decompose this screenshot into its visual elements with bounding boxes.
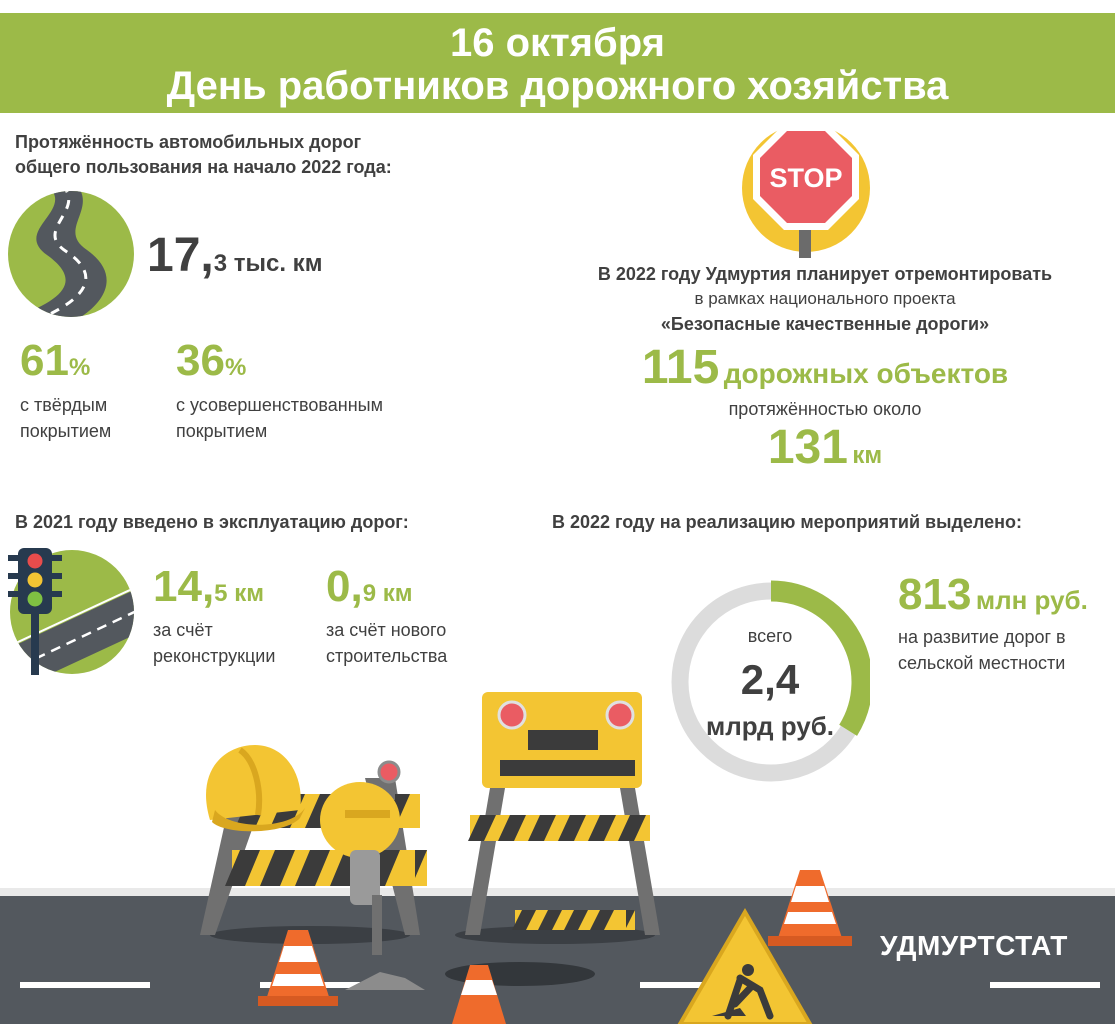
new-unit: 9 км (362, 580, 413, 607)
improved-pct-sign: % (224, 354, 247, 381)
traffic-cone-icon (452, 965, 506, 1024)
hard-surface-label: с твёрдым покрытием (20, 392, 111, 444)
recon-unit: 5 км (214, 580, 264, 607)
funding-total-unit: млрд руб. (706, 711, 834, 741)
rural-value: 813 млн руб. (898, 570, 1088, 620)
repair-line1: В 2022 году Удмуртия планирует отремонти… (597, 264, 1053, 284)
repair-length-number: 131 (767, 421, 848, 474)
roads-total: 17,3 тыс. км (147, 228, 322, 283)
repair-length: 131 км (560, 420, 1090, 475)
new-label: за счёт нового строительства (326, 617, 447, 669)
hard-pct-sign: % (68, 354, 91, 381)
repair-length-unit: км (852, 442, 883, 469)
recon-value: 14,5 км (153, 562, 264, 612)
hard-label-line1: с твёрдым (20, 395, 108, 415)
funding-donut (671, 580, 870, 782)
traffic-cone-icon (258, 930, 338, 1006)
stop-sign-icon: STOP (742, 124, 870, 258)
recon-label-line1: за счёт (153, 620, 213, 640)
roads-total-unit: 3 тыс. км (213, 250, 323, 277)
built2021-heading: В 2021 году введено в эксплуатацию дорог… (15, 512, 409, 532)
new-number: 0, (326, 562, 363, 611)
rural-number: 813 (898, 570, 972, 619)
recon-number: 14, (153, 562, 215, 611)
repair-line3: «Безопасные качественные дороги» (660, 314, 990, 334)
hard-surface-pct: 61% (20, 336, 90, 386)
header-title: День работников дорожного хозяйства (166, 64, 949, 108)
repair-line2: в рамках национального проекта (694, 289, 956, 308)
hard-pct-number: 61 (20, 336, 69, 385)
new-label-line1: за счёт нового (326, 620, 447, 640)
improved-label-line1: с усовершенствованным (176, 395, 383, 415)
header-date: 16 октября (450, 21, 665, 65)
funding-heading: В 2022 году на реализацию мероприятий вы… (552, 512, 1022, 532)
new-value: 0,9 км (326, 562, 412, 612)
new-label-line2: строительства (326, 646, 448, 666)
rural-label: на развитие дорог в сельской местности (898, 624, 1066, 676)
rural-label-line2: сельской местности (898, 653, 1066, 673)
hard-hat-icon (206, 745, 305, 832)
repair-objects: 115 дорожных объектов (560, 340, 1090, 395)
funding-total-caption: всего (747, 626, 793, 646)
improved-surface-label: с усовершенствованным покрытием (176, 392, 383, 444)
repair-objects-number: 115 (641, 341, 720, 394)
donut-rural-arc (770, 580, 870, 736)
recon-label: за счёт реконструкции (153, 617, 275, 669)
repair-length-label: протяжённостью около (728, 399, 922, 419)
improved-surface-pct: 36% (176, 336, 246, 386)
stop-sign-text: STOP (769, 163, 842, 193)
roadwork-warning-sign-icon (677, 908, 813, 1024)
header-banner: 16 октября День работников дорожного хоз… (0, 13, 1115, 113)
repair-intro: В 2022 году Удмуртия планирует отремонти… (540, 262, 1110, 336)
repair-objects-label: дорожных объектов (723, 358, 1009, 389)
hard-label-line2: покрытием (20, 421, 112, 441)
roads-total-number: 17, (147, 229, 214, 282)
traffic-light-icon (8, 548, 134, 675)
roadwork-scene-illustration (0, 692, 1115, 1024)
funding-total-number: 2,4 (740, 656, 800, 703)
right-barricade (465, 692, 660, 935)
traffic-cone-icon (768, 870, 852, 946)
rural-unit: млн руб. (975, 585, 1088, 615)
rural-label-line1: на развитие дорог в (898, 627, 1066, 647)
roads-heading: Протяжённость автомобильных дорог общего… (15, 130, 392, 180)
recon-label-line2: реконструкции (153, 646, 276, 666)
roads-heading-line2: общего пользования на начало 2022 года: (15, 157, 392, 177)
jackhammer-icon (320, 760, 401, 955)
brand-logo-text: УДМУРТСТАТ (880, 930, 1068, 961)
winding-road-icon (8, 191, 134, 317)
improved-pct-number: 36 (176, 336, 225, 385)
improved-label-line2: покрытием (176, 421, 268, 441)
roads-heading-line1: Протяжённость автомобильных дорог (15, 132, 362, 152)
